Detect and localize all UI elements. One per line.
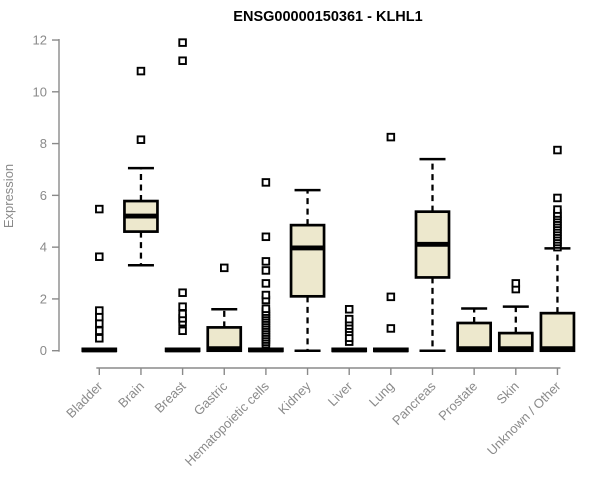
x-tick-label: Lung — [366, 379, 397, 410]
outlier-point — [344, 314, 354, 324]
outlier-point — [261, 304, 271, 314]
outlier-point — [219, 263, 229, 273]
outlier-point — [178, 309, 187, 319]
y-tick-label: 0 — [40, 343, 47, 358]
outlier-point — [178, 38, 187, 47]
outlier-point — [136, 135, 146, 144]
x-tick-label: Brain — [115, 379, 147, 411]
box — [289, 223, 326, 298]
outlier-point — [261, 178, 271, 187]
outlier-point — [261, 232, 271, 242]
x-tick-label: Prostate — [435, 379, 480, 424]
outlier-point — [386, 292, 396, 302]
outlier-point — [386, 132, 396, 142]
outlier-point — [178, 302, 187, 311]
outlier-point — [95, 306, 104, 315]
outlier-point — [511, 279, 521, 288]
outlier-point — [95, 326, 104, 336]
x-tick-label: Kidney — [275, 378, 314, 417]
outlier-point — [261, 257, 271, 266]
outlier-point — [95, 204, 104, 214]
outlier-point — [553, 205, 562, 214]
chart-title: ENSG00000150361 - KLHL1 — [233, 9, 422, 25]
y-tick-label: 4 — [40, 240, 47, 255]
outlier-point — [178, 56, 187, 65]
y-tick-label: 8 — [40, 136, 47, 151]
x-tick-label: Gastric — [191, 378, 231, 418]
y-tick-label: 2 — [40, 291, 47, 306]
outlier-point — [553, 145, 562, 155]
outlier-point — [136, 66, 146, 76]
x-tick-label: Skin — [493, 379, 521, 407]
x-tick-label: Pancreas — [389, 378, 439, 428]
outlier-point — [261, 266, 271, 275]
y-tick-label: 10 — [33, 84, 47, 99]
x-tick-label: Unknown / Other — [484, 378, 564, 458]
x-tick-label: Liver — [325, 378, 356, 409]
outlier-point — [344, 305, 354, 314]
outlier-point — [553, 193, 562, 203]
y-tick-label: 12 — [33, 33, 47, 48]
y-axis-title: Expression — [1, 164, 16, 228]
x-tick-label: Breast — [152, 378, 189, 415]
outlier-point — [178, 288, 187, 297]
outlier-point — [261, 290, 271, 300]
y-tick-label: 6 — [40, 188, 47, 203]
outlier-point — [261, 279, 271, 288]
outlier-point — [95, 252, 104, 261]
box — [539, 311, 576, 353]
x-tick-label: Bladder — [63, 378, 106, 421]
outlier-point — [386, 324, 396, 333]
outlier-point — [178, 326, 187, 336]
outlier-point — [95, 334, 104, 343]
